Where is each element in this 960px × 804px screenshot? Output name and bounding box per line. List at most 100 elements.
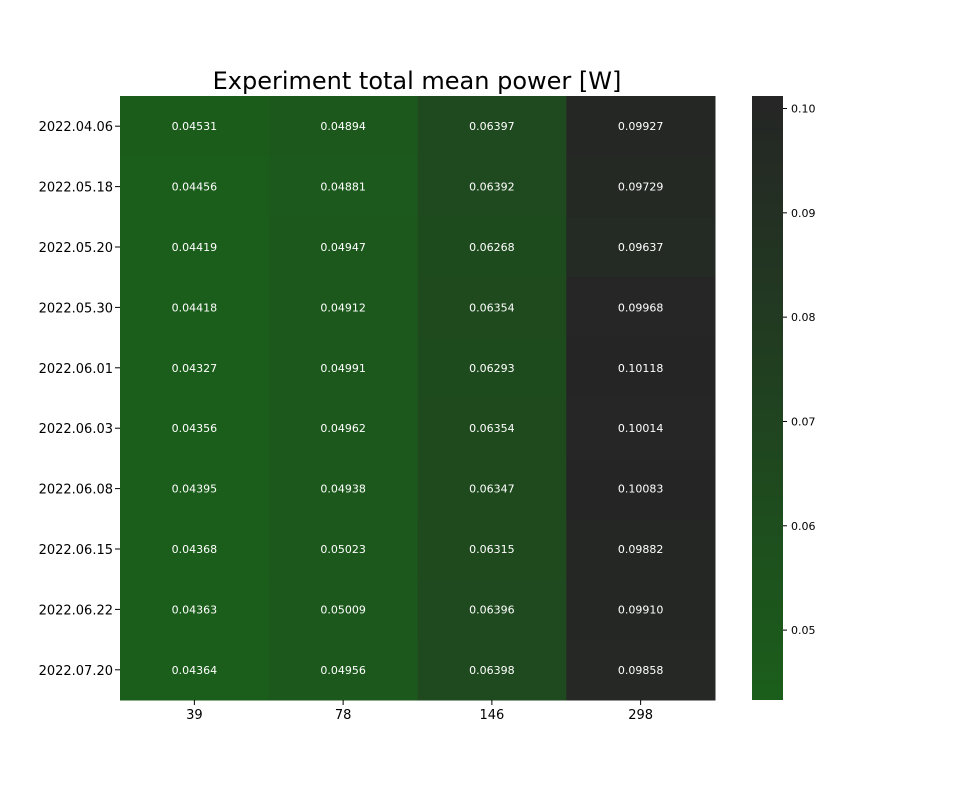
cell-value-label: 0.04364 <box>172 664 218 677</box>
cell-value-label: 0.09858 <box>618 664 664 677</box>
heatmap-cell <box>566 277 716 339</box>
cell-value-label: 0.04418 <box>172 301 218 314</box>
heatmap-cell <box>120 216 270 278</box>
cell-value-label: 0.09910 <box>618 603 664 616</box>
heatmap-cell <box>566 639 716 701</box>
heatmap-cell <box>417 337 567 399</box>
cell-value-label: 0.04419 <box>172 241 218 254</box>
x-axis: 39 78 146 298 <box>186 700 653 723</box>
cell-value-label: 0.06354 <box>469 301 515 314</box>
heatmap-cell <box>120 458 270 520</box>
cell-value-label: 0.10083 <box>618 483 664 496</box>
heatmap-cell <box>417 398 567 459</box>
cell-value-label: 0.06293 <box>469 362 515 375</box>
heatmap-cell <box>417 458 567 520</box>
cell-value-label: 0.04962 <box>320 422 366 435</box>
cell-value-label: 0.04912 <box>320 301 366 314</box>
cell-value-label: 0.04881 <box>320 181 366 194</box>
cell-value-label: 0.04894 <box>320 120 366 133</box>
heatmap-cell <box>120 518 270 580</box>
cell-value-label: 0.06396 <box>469 603 515 616</box>
y-tick-label: 2022.07.20 <box>39 664 113 679</box>
heatmap-cell <box>417 216 567 278</box>
y-tick-label: 2022.06.01 <box>39 362 113 377</box>
y-tick-label: 2022.06.08 <box>39 483 113 498</box>
colorbar-tick-label: 0.08 <box>791 311 816 324</box>
heatmap-cells <box>120 96 716 701</box>
cell-value-label: 0.06354 <box>469 422 515 435</box>
heatmap-cell <box>417 96 567 157</box>
heatmap-cell <box>566 337 716 399</box>
heatmap-cell <box>417 518 567 580</box>
x-tick-label: 146 <box>479 708 504 723</box>
y-tick-label: 2022.04.06 <box>39 120 113 135</box>
y-tick-label: 2022.05.30 <box>39 301 113 316</box>
heatmap-cell <box>268 639 418 701</box>
cell-value-label: 0.04991 <box>320 362 366 375</box>
heatmap-cell <box>268 458 418 520</box>
cell-value-label: 0.04356 <box>172 422 218 435</box>
heatmap-cell <box>120 156 270 218</box>
heatmap-cell <box>566 216 716 278</box>
colorbar-tick-label: 0.05 <box>791 624 816 637</box>
heatmap-cell <box>120 639 270 701</box>
heatmap-cell <box>268 579 418 641</box>
x-tick-label: 298 <box>628 708 653 723</box>
cell-value-label: 0.09729 <box>618 181 664 194</box>
colorbar-tick-label: 0.10 <box>791 103 816 116</box>
y-tick-label: 2022.06.22 <box>39 603 113 618</box>
cell-value-label: 0.04327 <box>172 362 218 375</box>
cell-value-label: 0.04456 <box>172 181 218 194</box>
y-tick-label: 2022.05.18 <box>39 181 113 196</box>
y-axis: 2022.04.06 2022.05.18 2022.05.20 2022.05.30… <box>39 120 120 679</box>
cell-value-label: 0.04363 <box>172 603 218 616</box>
heatmap-cell <box>268 156 418 218</box>
heatmap-cell <box>120 277 270 339</box>
cell-value-label: 0.04956 <box>320 664 366 677</box>
heatmap-cell <box>566 156 716 218</box>
cell-value-label: 0.10118 <box>618 362 664 375</box>
colorbar-tick-label: 0.06 <box>791 520 816 533</box>
cell-value-label: 0.10014 <box>618 422 664 435</box>
colorbar-gradient <box>752 96 783 700</box>
heatmap-cell <box>566 579 716 641</box>
heatmap-cell <box>268 96 418 157</box>
x-tick-label: 78 <box>335 708 352 723</box>
heatmap-cell <box>268 337 418 399</box>
cell-value-label: 0.06398 <box>469 664 515 677</box>
heatmap-cell <box>268 518 418 580</box>
heatmap-cell <box>566 518 716 580</box>
chart-title: Experiment total mean power [W] <box>213 67 622 95</box>
heatmap-cell <box>417 156 567 218</box>
heatmap-cell <box>417 277 567 339</box>
y-tick-label: 2022.06.03 <box>39 422 113 437</box>
y-tick-label: 2022.06.15 <box>39 543 113 558</box>
heatmap-cell <box>417 639 567 701</box>
cell-value-label: 0.06397 <box>469 120 515 133</box>
heatmap-cell <box>120 398 270 459</box>
cell-value-label: 0.09968 <box>618 301 664 314</box>
cell-value-label: 0.09637 <box>618 241 664 254</box>
heatmap-cell <box>417 579 567 641</box>
cell-value-label: 0.06347 <box>469 483 515 496</box>
cell-value-label: 0.05023 <box>320 543 366 556</box>
cell-value-label: 0.06392 <box>469 181 515 194</box>
heatmap-cell <box>120 337 270 399</box>
cell-value-label: 0.04395 <box>172 483 218 496</box>
heatmap-cell <box>566 96 716 157</box>
y-tick-label: 2022.05.20 <box>39 241 113 256</box>
heatmap-cell-labels: 0.04531 0.04894 0.06397 0.09927 0.04456 0.048… <box>172 120 664 677</box>
cell-value-label: 0.04938 <box>320 483 366 496</box>
x-tick-label: 39 <box>186 708 203 723</box>
colorbar-tick-label: 0.07 <box>791 415 816 428</box>
cell-value-label: 0.04368 <box>172 543 218 556</box>
heatmap-cell <box>268 277 418 339</box>
heatmap-cell <box>120 579 270 641</box>
cell-value-label: 0.06315 <box>469 543 515 556</box>
cell-value-label: 0.05009 <box>320 603 366 616</box>
heatmap-cell <box>268 398 418 459</box>
cell-value-label: 0.04947 <box>320 241 366 254</box>
heatmap-cell <box>120 96 270 157</box>
